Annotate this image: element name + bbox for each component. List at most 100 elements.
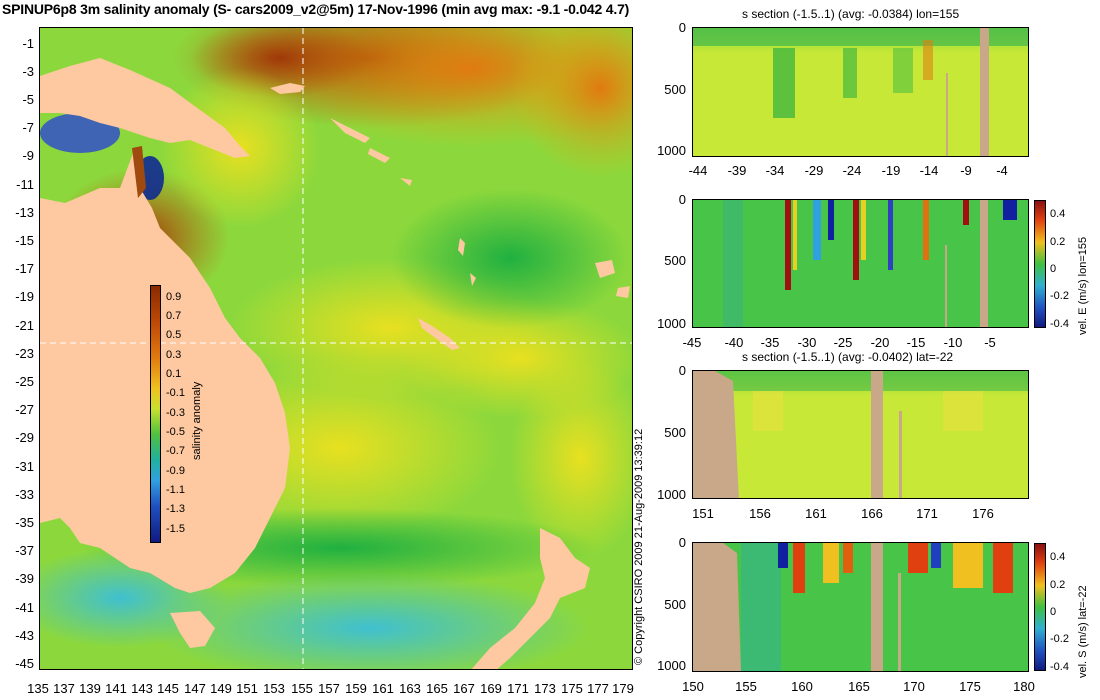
lat-tick: -41: [15, 600, 34, 615]
lon-tick: 165: [426, 681, 448, 696]
x-tick: 161: [805, 506, 827, 521]
lat-tick: -3: [22, 64, 34, 79]
lon-tick: 147: [184, 681, 206, 696]
colorbar-tick: 0: [1050, 606, 1057, 618]
lon-tick: 153: [263, 681, 285, 696]
colorbar-label: vel. S (m/s) lat=-22: [1077, 585, 1089, 678]
lat-tick: -13: [15, 205, 34, 220]
salinity-map: [39, 27, 633, 670]
lat-tick: -5: [22, 92, 34, 107]
x-tick: -35: [760, 335, 780, 350]
x-tick: 180: [1013, 679, 1035, 694]
lon-tick: 145: [157, 681, 179, 696]
x-tick: 150: [682, 679, 704, 694]
colorbar-tick: 0: [1050, 263, 1057, 275]
x-tick: 165: [848, 679, 870, 694]
lat-tick: -33: [15, 487, 34, 502]
lon-tick: 161: [372, 681, 394, 696]
x-tick: -44: [688, 163, 708, 178]
y-tick: 0: [678, 535, 686, 550]
y-tick: 1000: [657, 143, 686, 158]
x-tick: -15: [906, 335, 926, 350]
lat-tick: -37: [15, 543, 34, 558]
x-tick: 171: [916, 506, 938, 521]
colorbar-tick: -0.9: [166, 465, 185, 477]
lat-tick: -17: [15, 261, 34, 276]
colorbar-tick: -0.1: [166, 387, 185, 399]
lon-tick: 179: [612, 681, 634, 696]
colorbar-tick: -1.5: [166, 523, 185, 535]
x-tick: -10: [943, 335, 963, 350]
salinity-section-lat: [692, 370, 1029, 499]
lon-tick: 167: [453, 681, 475, 696]
lat-tick: -35: [15, 515, 34, 530]
x-tick: -40: [724, 335, 744, 350]
colorbar-tick: 0.4: [1050, 551, 1066, 563]
colorbar-label: salinity anomaly: [191, 381, 203, 460]
lon-tick: 141: [105, 681, 127, 696]
colorbar-label: vel. E (m/s) lon=155: [1077, 236, 1089, 335]
lon-tick: 149: [210, 681, 232, 696]
y-tick: 1000: [657, 658, 686, 673]
colorbar-tick: -0.7: [166, 445, 185, 457]
colorbar-tick: 0.7: [166, 310, 182, 322]
lat-tick: -11: [16, 177, 34, 192]
y-tick: 1000: [657, 487, 686, 502]
x-tick: -30: [797, 335, 817, 350]
x-tick: -5: [984, 335, 996, 350]
lat-tick: -29: [15, 430, 34, 445]
lat-tick: -45: [15, 656, 34, 671]
x-tick: 156: [749, 506, 771, 521]
x-tick: -45: [682, 335, 702, 350]
colorbar-tick: -0.4: [1050, 661, 1069, 673]
lon-tick: 171: [507, 681, 529, 696]
lon-tick: 151: [236, 681, 258, 696]
x-tick: 155: [735, 679, 757, 694]
lat-tick: -15: [15, 233, 34, 248]
colorbar-tick: 0.9: [166, 291, 182, 303]
lon-tick: 163: [399, 681, 421, 696]
y-tick: 500: [664, 82, 686, 97]
panel-title: s section (-1.5..1) (avg: -0.0384) lon=1…: [742, 7, 960, 21]
y-tick: 0: [678, 20, 686, 35]
lat-tick: -39: [15, 571, 34, 586]
lon-tick: 159: [345, 681, 367, 696]
x-tick: -14: [919, 163, 939, 178]
velocity-east-colorbar: [1034, 200, 1046, 328]
lon-tick: 173: [534, 681, 556, 696]
salinity-colorbar: [150, 285, 161, 543]
lat-tick: -9: [22, 148, 34, 163]
x-tick: -4: [996, 163, 1008, 178]
lon-tick: 177: [587, 681, 609, 696]
panel-title: s section (-1.5..1) (avg: -0.0402) lat=-…: [742, 350, 954, 364]
lon-tick: 157: [318, 681, 340, 696]
x-tick: -29: [804, 163, 824, 178]
colorbar-tick: -0.5: [166, 426, 185, 438]
colorbar-tick: -0.3: [166, 407, 185, 419]
lon-tick: 155: [291, 681, 313, 696]
colorbar-tick: -1.1: [166, 484, 185, 496]
colorbar-tick: 0.3: [166, 349, 182, 361]
velocity-east-section: [692, 199, 1029, 328]
velocity-south-section: [692, 542, 1029, 672]
lat-tick: -23: [15, 346, 34, 361]
y-tick: 0: [678, 363, 686, 378]
x-tick: -39: [727, 163, 747, 178]
colorbar-tick: 0.5: [166, 329, 182, 341]
x-tick: 151: [692, 506, 714, 521]
y-tick: 500: [664, 253, 686, 268]
lon-tick: 139: [79, 681, 101, 696]
lat-tick: -1: [22, 36, 34, 51]
salinity-section-lon: [692, 27, 1029, 157]
lat-tick: -43: [15, 628, 34, 643]
x-tick: -19: [881, 163, 901, 178]
x-tick: -24: [842, 163, 862, 178]
colorbar-tick: 0.2: [1050, 236, 1066, 248]
x-tick: 170: [903, 679, 925, 694]
x-tick: -20: [870, 335, 890, 350]
lat-tick: -21: [15, 318, 34, 333]
lon-tick: 169: [480, 681, 502, 696]
lat-tick: -25: [15, 374, 34, 389]
colorbar-tick: -1.3: [166, 503, 185, 515]
y-tick: 500: [664, 425, 686, 440]
